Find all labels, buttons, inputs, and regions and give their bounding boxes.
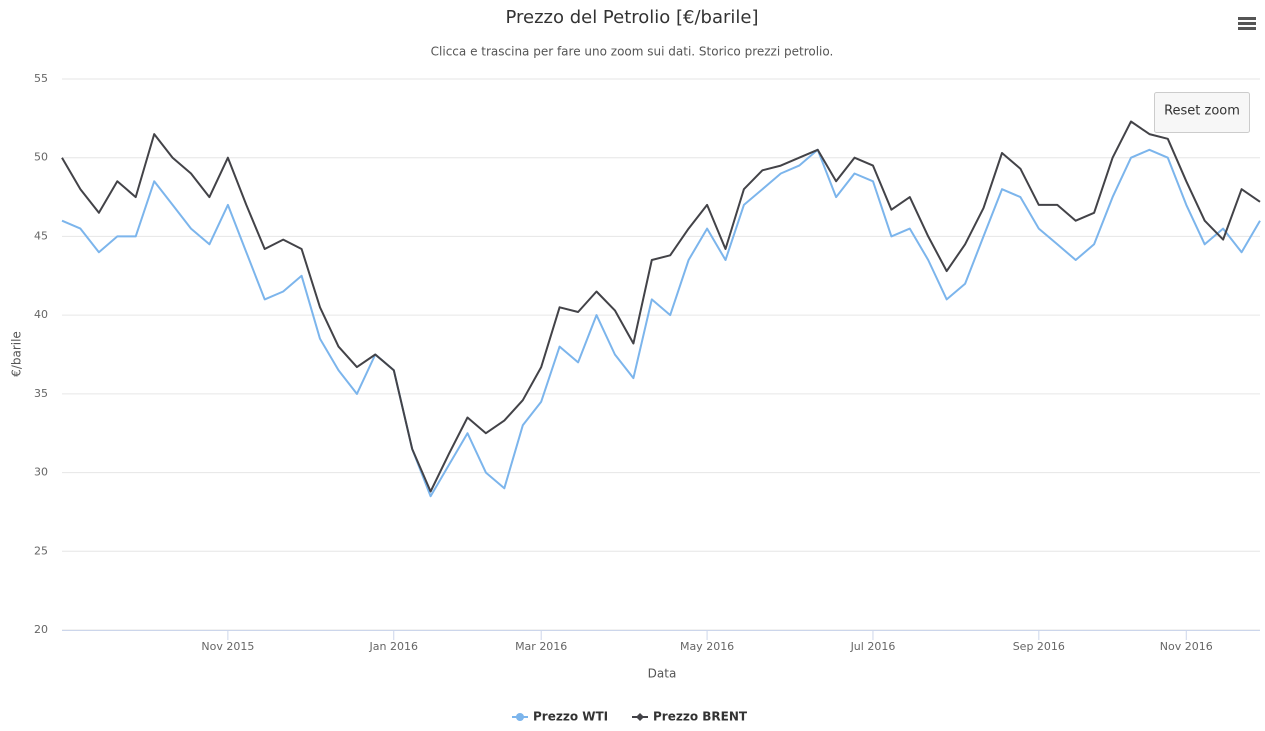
button-bg	[1154, 92, 1250, 133]
y-tick-label: 50	[34, 151, 48, 164]
y-tick-label: 35	[34, 387, 48, 400]
y-tick-label: 30	[34, 466, 48, 479]
legend-marker	[516, 713, 524, 721]
x-axis-label: Data	[648, 667, 677, 681]
legend-label: Prezzo BRENT	[653, 710, 748, 724]
legend-item[interactable]: Prezzo WTI	[512, 710, 608, 724]
y-tick-label: 40	[34, 308, 48, 321]
x-tick-label: Jul 2016	[850, 640, 896, 653]
y-tick-label: 20	[34, 623, 48, 636]
menu-bar	[1238, 27, 1256, 30]
y-tick-label: 25	[34, 544, 48, 557]
reset-zoom-button[interactable]: Reset zoom	[1154, 92, 1250, 133]
series-line	[61, 148, 1261, 498]
legend-item[interactable]: Prezzo BRENT	[632, 710, 748, 724]
legend-marker	[636, 713, 644, 721]
chart-subtitle: Clicca e trascina per fare uno zoom sui …	[431, 45, 834, 59]
x-tick-label: Nov 2016	[1160, 640, 1213, 653]
chart-title: Prezzo del Petrolio [€/barile]	[505, 7, 758, 28]
y-axis-label: €/barile	[10, 331, 24, 377]
menu-bar	[1238, 22, 1256, 25]
x-tick-label: Jan 2016	[369, 640, 418, 653]
menu-button[interactable]	[1236, 14, 1258, 34]
x-tick-label: May 2016	[680, 640, 734, 653]
series-line	[61, 120, 1261, 493]
legend-label: Prezzo WTI	[533, 710, 608, 724]
menu-bar	[1238, 17, 1256, 20]
y-tick-label: 55	[34, 72, 48, 85]
x-tick-label: Sep 2016	[1013, 640, 1065, 653]
x-tick-label: Nov 2015	[201, 640, 254, 653]
x-tick-label: Mar 2016	[515, 640, 567, 653]
button-label: Reset zoom	[1164, 104, 1240, 119]
y-tick-label: 45	[34, 229, 48, 242]
